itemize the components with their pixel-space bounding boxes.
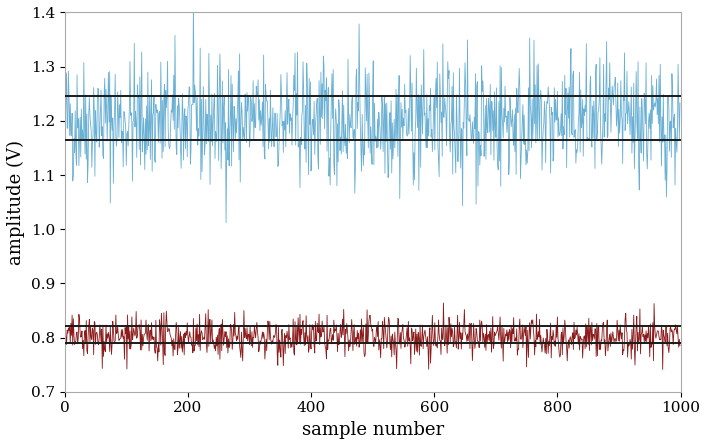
X-axis label: sample number: sample number [302,421,444,439]
Y-axis label: amplitude (V): amplitude (V) [7,140,25,264]
